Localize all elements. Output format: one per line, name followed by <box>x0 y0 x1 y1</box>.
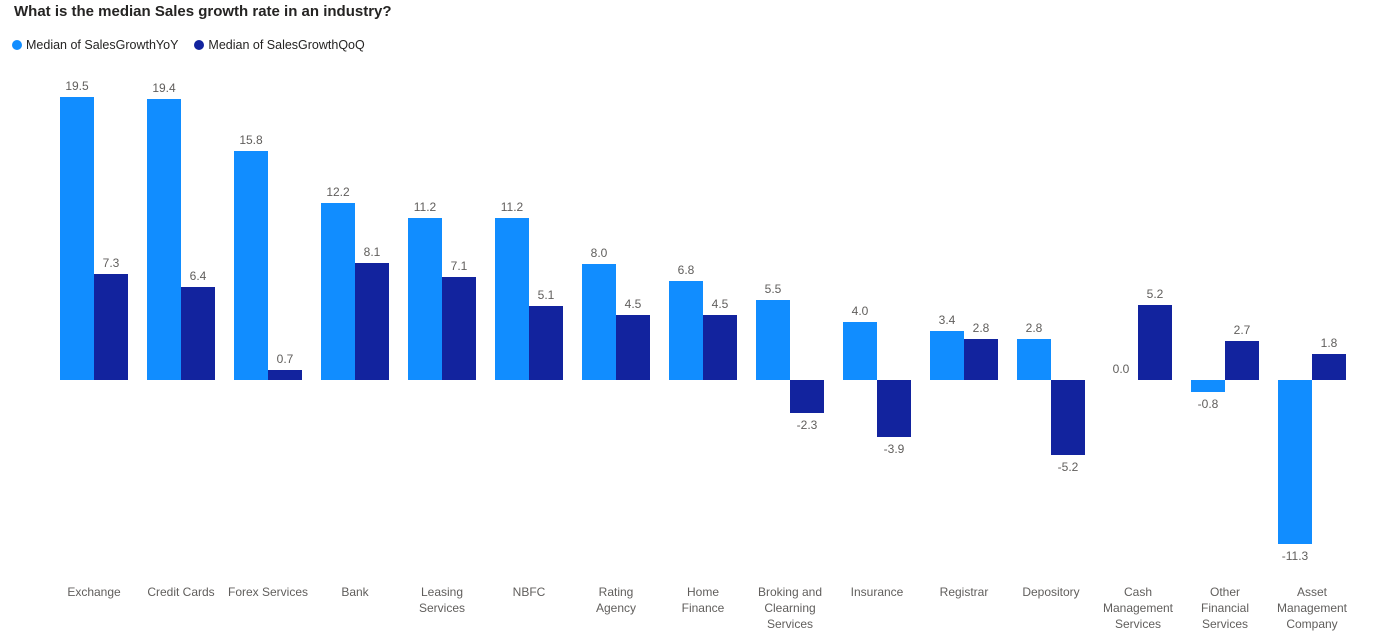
bar-yoy-10[interactable] <box>843 322 877 380</box>
bar-qoq-13[interactable] <box>1138 305 1172 380</box>
bar-qoq-11[interactable] <box>964 339 998 380</box>
bar-yoy-5[interactable] <box>408 218 442 380</box>
bar-yoy-7[interactable] <box>582 264 616 380</box>
value-label-yoy-6: 11.2 <box>500 200 524 214</box>
value-label-qoq-5: 7.1 <box>450 259 468 273</box>
value-label-yoy-8: 6.8 <box>677 263 695 277</box>
category-label-13: Cash Management Services <box>1102 585 1174 631</box>
bar-qoq-1[interactable] <box>94 274 128 380</box>
bar-yoy-15[interactable] <box>1278 380 1312 544</box>
bar-qoq-5[interactable] <box>442 277 476 380</box>
value-label-qoq-1: 7.3 <box>102 256 120 270</box>
legend-label-yoy: Median of SalesGrowthYoY <box>26 38 179 52</box>
bar-qoq-3[interactable] <box>268 370 302 380</box>
category-label-5: Leasing Services <box>418 585 465 615</box>
value-label-yoy-1: 19.5 <box>65 79 89 93</box>
value-label-qoq-15: 1.8 <box>1320 336 1338 350</box>
value-label-yoy-13: 0.0 <box>1112 362 1130 376</box>
legend-dot-yoy-icon <box>12 40 22 50</box>
legend-dot-qoq-icon <box>194 40 205 50</box>
bar-yoy-2[interactable] <box>147 99 181 380</box>
bar-qoq-14[interactable] <box>1225 341 1259 380</box>
bar-qoq-4[interactable] <box>355 263 389 380</box>
value-label-qoq-11: 2.8 <box>972 321 990 335</box>
bar-qoq-12[interactable] <box>1051 380 1085 455</box>
chart-title: What is the median Sales growth rate in … <box>14 3 392 20</box>
value-label-yoy-12: 2.8 <box>1025 321 1043 335</box>
value-label-yoy-9: 5.5 <box>764 282 782 296</box>
value-label-yoy-4: 12.2 <box>326 185 350 199</box>
value-label-qoq-14: 2.7 <box>1233 323 1251 337</box>
value-label-qoq-10: -3.9 <box>883 442 905 456</box>
bar-yoy-6[interactable] <box>495 218 529 380</box>
value-label-yoy-10: 4.0 <box>851 304 869 318</box>
value-label-qoq-3: 0.7 <box>276 352 294 366</box>
value-label-qoq-2: 6.4 <box>189 269 207 283</box>
bar-yoy-3[interactable] <box>234 151 268 380</box>
bar-yoy-4[interactable] <box>321 203 355 380</box>
value-label-qoq-9: -2.3 <box>796 418 818 432</box>
value-label-qoq-4: 8.1 <box>363 245 381 259</box>
bar-yoy-9[interactable] <box>756 300 790 380</box>
value-label-yoy-7: 8.0 <box>590 246 608 260</box>
category-label-2: Credit Cards <box>147 585 215 599</box>
value-label-qoq-8: 4.5 <box>711 297 729 311</box>
bar-qoq-10[interactable] <box>877 380 911 437</box>
bar-qoq-15[interactable] <box>1312 354 1346 380</box>
bar-qoq-2[interactable] <box>181 287 215 380</box>
category-label-1: Exchange <box>67 585 121 599</box>
category-label-10: Insurance <box>850 585 904 599</box>
legend-label-qoq: Median of SalesGrowthQoQ <box>208 38 365 52</box>
bar-qoq-6[interactable] <box>529 306 563 380</box>
legend: Median of SalesGrowthYoY Median of Sales… <box>12 37 381 53</box>
value-label-qoq-7: 4.5 <box>624 297 642 311</box>
category-label-12: Depository <box>1022 585 1080 599</box>
category-label-9: Broking and Clearning Services <box>757 585 823 631</box>
value-label-yoy-14: -0.8 <box>1197 397 1219 411</box>
category-label-4: Bank <box>341 585 369 599</box>
category-label-6: NBFC <box>512 585 546 599</box>
category-label-14: Other Financial Services <box>1200 585 1250 631</box>
bar-yoy-14[interactable] <box>1191 380 1225 392</box>
value-label-yoy-2: 19.4 <box>152 81 176 95</box>
category-label-7: Rating Agency <box>595 585 637 615</box>
bar-qoq-9[interactable] <box>790 380 824 413</box>
value-label-qoq-12: -5.2 <box>1057 460 1079 474</box>
category-label-15: Asset Management Company <box>1276 585 1348 631</box>
value-label-qoq-6: 5.1 <box>537 288 555 302</box>
legend-item-qoq[interactable]: Median of SalesGrowthQoQ <box>194 38 365 52</box>
value-label-yoy-5: 11.2 <box>413 200 437 214</box>
value-label-yoy-3: 15.8 <box>239 133 263 147</box>
bar-qoq-7[interactable] <box>616 315 650 380</box>
value-label-yoy-15: -11.3 <box>1281 549 1309 563</box>
category-label-3: Forex Services <box>227 585 309 599</box>
category-label-11: Registrar <box>939 585 989 599</box>
legend-item-yoy[interactable]: Median of SalesGrowthYoY <box>12 38 178 52</box>
category-label-8: Home Finance <box>681 585 725 615</box>
bar-yoy-12[interactable] <box>1017 339 1051 380</box>
bar-yoy-11[interactable] <box>930 331 964 380</box>
value-label-qoq-13: 5.2 <box>1146 287 1164 301</box>
bar-qoq-8[interactable] <box>703 315 737 380</box>
bar-yoy-8[interactable] <box>669 281 703 380</box>
value-label-yoy-11: 3.4 <box>938 313 956 327</box>
bar-yoy-1[interactable] <box>60 97 94 380</box>
